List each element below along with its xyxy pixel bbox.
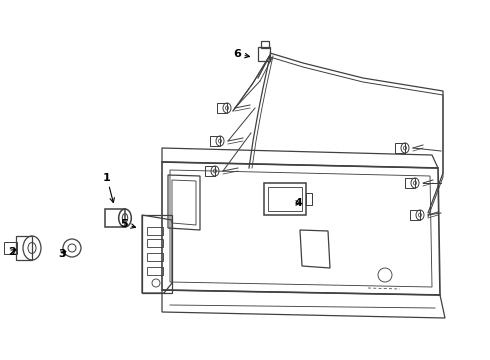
Bar [210,136,220,146]
Bar [147,253,163,261]
Text: 5: 5 [120,219,135,229]
Bar [261,41,269,48]
Bar [405,178,415,188]
Bar [410,210,420,220]
Bar [268,187,302,211]
Bar [105,209,125,227]
Bar [264,183,306,215]
Bar [142,215,172,293]
Bar [147,239,163,247]
Text: 1: 1 [103,173,114,202]
Bar [258,47,270,61]
Bar [306,193,312,205]
Bar [16,236,32,260]
Text: 2: 2 [8,247,16,257]
Bar [205,166,215,176]
Bar [217,103,227,113]
Bar [4,242,17,254]
Bar [395,143,405,153]
Text: 4: 4 [294,198,302,208]
Bar [147,267,163,275]
Text: 6: 6 [233,49,249,59]
Bar [147,227,163,235]
Text: 3: 3 [58,249,66,259]
